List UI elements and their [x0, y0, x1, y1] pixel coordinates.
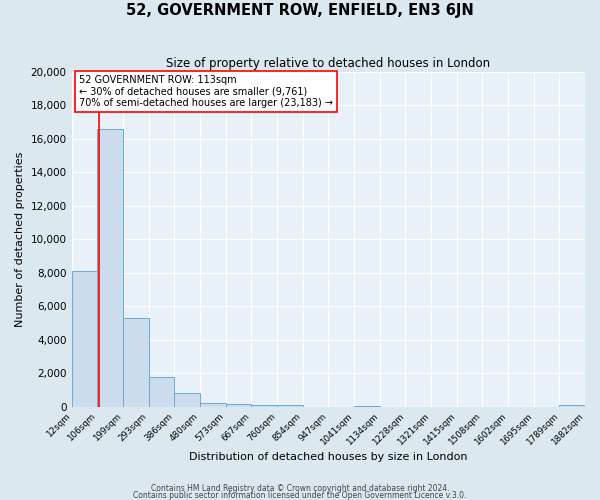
Bar [174, 394, 200, 406]
Bar [559, 404, 585, 406]
Text: Contains HM Land Registry data © Crown copyright and database right 2024.: Contains HM Land Registry data © Crown c… [151, 484, 449, 493]
Text: 52, GOVERNMENT ROW, ENFIELD, EN3 6JN: 52, GOVERNMENT ROW, ENFIELD, EN3 6JN [126, 2, 474, 18]
Bar [251, 405, 277, 406]
Title: Size of property relative to detached houses in London: Size of property relative to detached ho… [166, 58, 490, 70]
Bar [226, 404, 251, 406]
Y-axis label: Number of detached properties: Number of detached properties [15, 152, 25, 327]
Text: Contains public sector information licensed under the Open Government Licence v.: Contains public sector information licen… [133, 490, 467, 500]
Bar [123, 318, 149, 406]
X-axis label: Distribution of detached houses by size in London: Distribution of detached houses by size … [189, 452, 467, 462]
Bar [149, 378, 174, 406]
Bar [97, 128, 123, 406]
Text: 52 GOVERNMENT ROW: 113sqm
← 30% of detached houses are smaller (9,761)
70% of se: 52 GOVERNMENT ROW: 113sqm ← 30% of detac… [79, 75, 333, 108]
Bar [200, 402, 226, 406]
Bar [71, 271, 97, 406]
